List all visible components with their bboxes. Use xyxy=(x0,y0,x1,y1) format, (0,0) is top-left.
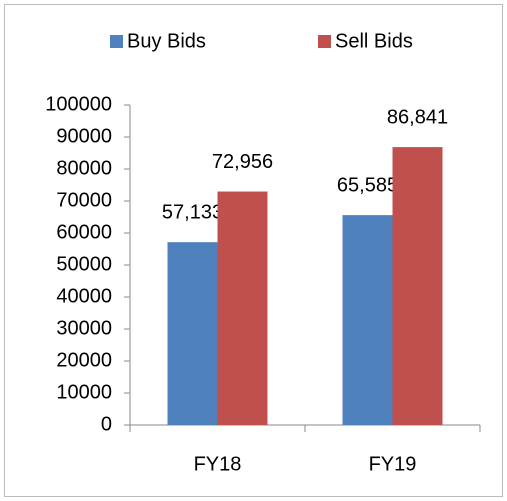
bar xyxy=(392,147,443,425)
y-tick-label: 30000 xyxy=(56,317,112,339)
data-label: 72,956 xyxy=(212,151,273,173)
y-tick-label: 80000 xyxy=(56,157,112,179)
legend-label: Sell Bids xyxy=(335,30,413,52)
data-label: 57,133 xyxy=(162,201,223,223)
data-label: 65,585 xyxy=(337,174,398,196)
legend-swatch xyxy=(318,35,331,48)
bar xyxy=(167,242,218,425)
legend-swatch xyxy=(110,35,123,48)
y-tick-label: 20000 xyxy=(56,349,112,371)
x-tick-label: FY19 xyxy=(369,453,417,475)
y-tick-label: 90000 xyxy=(56,125,112,147)
y-tick-label: 0 xyxy=(101,413,112,435)
x-tick-label: FY18 xyxy=(194,453,242,475)
bar xyxy=(342,215,393,425)
data-label: 86,841 xyxy=(387,106,448,128)
y-tick-label: 10000 xyxy=(56,381,112,403)
y-tick-label: 40000 xyxy=(56,285,112,307)
y-tick-label: 100000 xyxy=(45,93,112,115)
y-tick-label: 60000 xyxy=(56,221,112,243)
bar xyxy=(217,191,268,425)
y-tick-label: 70000 xyxy=(56,189,112,211)
y-tick-label: 50000 xyxy=(56,253,112,275)
legend-label: Buy Bids xyxy=(127,30,206,52)
